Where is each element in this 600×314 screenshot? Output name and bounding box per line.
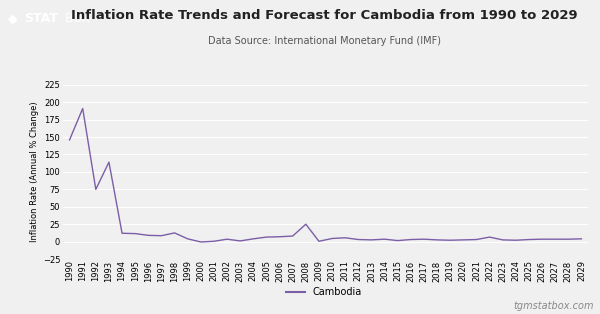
Text: BOX: BOX (65, 12, 91, 25)
Text: ◆: ◆ (8, 12, 18, 25)
Text: Data Source: International Monetary Fund (IMF): Data Source: International Monetary Fund… (208, 36, 440, 46)
Legend: Cambodia: Cambodia (282, 284, 366, 301)
Text: Inflation Rate Trends and Forecast for Cambodia from 1990 to 2029: Inflation Rate Trends and Forecast for C… (71, 9, 577, 22)
Text: STAT: STAT (24, 12, 58, 25)
Y-axis label: Inflation Rate (Annual % Change): Inflation Rate (Annual % Change) (29, 102, 38, 242)
Text: tgmstatbox.com: tgmstatbox.com (514, 301, 594, 311)
